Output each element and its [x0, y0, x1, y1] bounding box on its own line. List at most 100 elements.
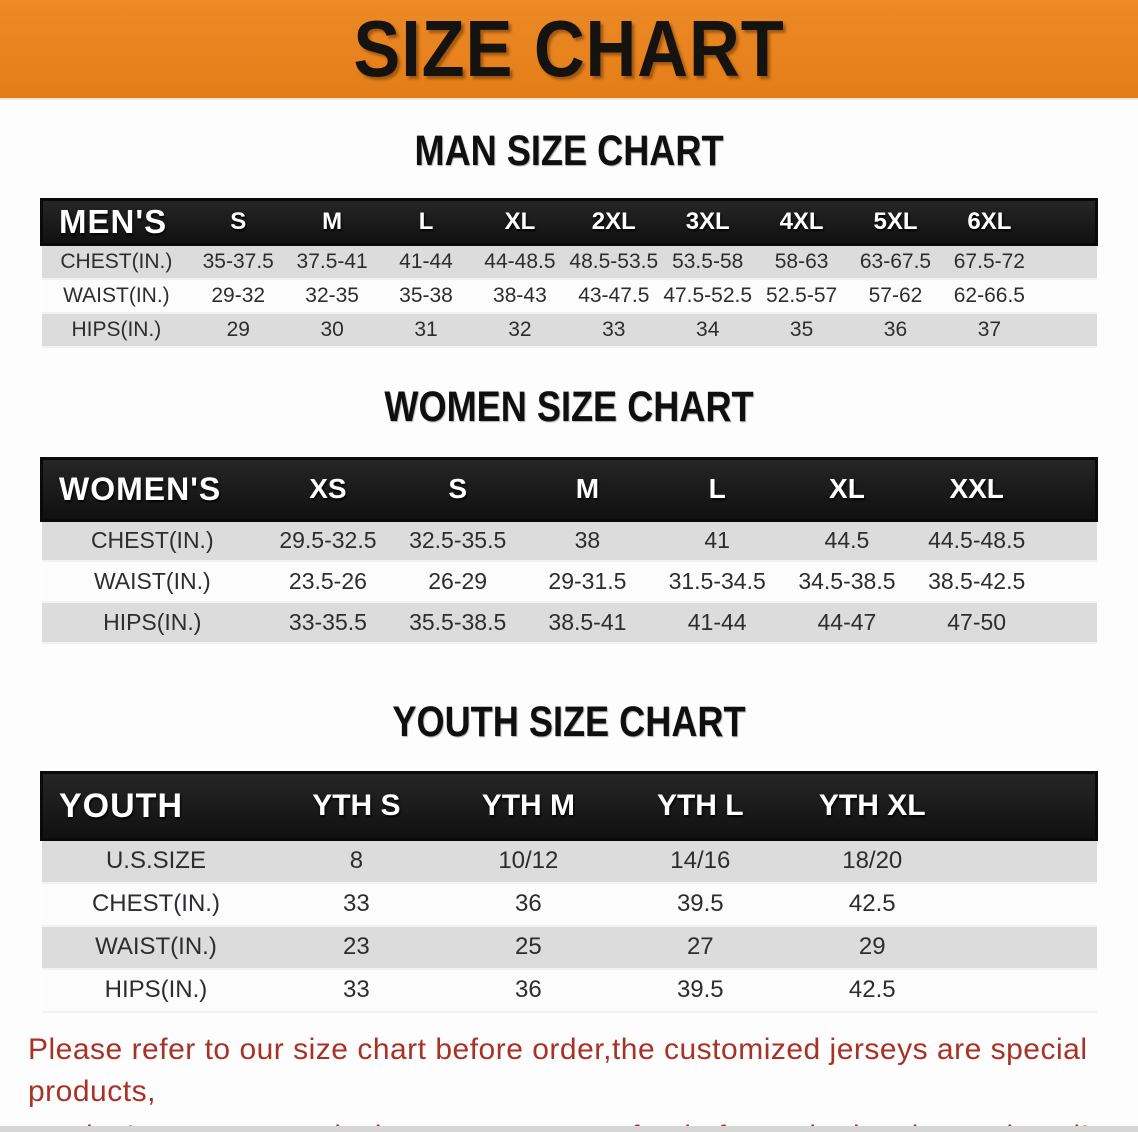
row-label: HIPS(IN.)	[103, 609, 202, 635]
size-column-header: XS	[309, 473, 347, 504]
men-size-table: MEN'S S M L XL 2XL 3XL 4XL 5XL 6XL CHEST(IN.) 35-37…	[40, 198, 1098, 348]
measurement-row: CHEST(IN.) 33 36 39.5 42.5	[41, 882, 1097, 926]
measurement-value: 38	[574, 527, 601, 554]
size-column-header: YTH M	[481, 789, 576, 822]
row-label: CHEST(IN.)	[60, 249, 173, 273]
size-column-header: YTH S	[312, 789, 401, 822]
measurement-value: 39.5	[676, 890, 724, 917]
measurement-value: 37.5-41	[296, 249, 368, 273]
youth-section: YOUTH SIZE CHART YOUTH YTH S YTH M YTH L YTH…	[0, 698, 1138, 1013]
spacer-cell	[958, 926, 1096, 969]
row-label: WAIST(IN.)	[63, 283, 170, 307]
measurement-value: 27	[686, 933, 714, 960]
measurement-value: 34.5-38.5	[798, 568, 896, 594]
spacer-cell	[958, 883, 1096, 926]
size-column-header: 4XL	[779, 208, 824, 235]
measurement-value: 36	[883, 317, 908, 341]
measurement-value: 10/12	[498, 847, 559, 875]
measurement-value: 33	[602, 317, 626, 341]
measurement-value: 34	[696, 317, 720, 341]
measurement-value: 53.5-58	[672, 249, 744, 273]
banner: SIZE CHART	[0, 0, 1138, 100]
measurement-value: 44-47	[817, 609, 877, 635]
measurement-value: 35.5-38.5	[409, 609, 507, 635]
measurement-value: 41	[704, 527, 730, 554]
measurement-value: 29	[226, 317, 250, 341]
measurement-value: 31.5-34.5	[668, 568, 766, 594]
measurement-row: CHEST(IN.) 35-37.5 37.5-41 41-44 44-48.5 48.5…	[41, 244, 1097, 279]
size-column-header: M	[322, 208, 343, 235]
measurement-row: U.S.SIZE 8 10/12 14/16 18/20	[41, 839, 1097, 883]
measurement-row: HIPS(IN.) 29 30 31 32 33 34 35 36 37	[41, 312, 1097, 347]
size-column-header: 5XL	[873, 208, 918, 235]
measurement-row: WAIST(IN.) 23 25 27 29	[41, 925, 1097, 969]
size-column-header: YTH L	[656, 789, 744, 822]
measurement-value: 38-43	[493, 283, 547, 307]
measurement-value: 23.5-26	[288, 568, 367, 594]
measurement-value: 30	[320, 317, 344, 341]
women-size-table: WOMEN'S XS S M L XL XXL CHEST(IN.) 29.5-32.5 32.5…	[40, 457, 1098, 645]
size-column-header: M	[575, 473, 600, 504]
measurement-value: 35-37.5	[202, 249, 274, 273]
measurement-value: 42.5	[848, 976, 896, 1003]
measurement-value: 44.5	[824, 527, 870, 554]
spacer-cell	[958, 840, 1096, 883]
measurement-value: 35	[789, 317, 814, 341]
measurement-value: 32-35	[305, 283, 359, 307]
spacer-cell	[1042, 458, 1097, 520]
men-section: MAN SIZE CHART MEN'S S M L XL 2XL 3XL 4XL 5XL 6XL…	[0, 127, 1138, 348]
measurement-value: 41-44	[687, 609, 747, 635]
measurement-value: 29.5-32.5	[279, 527, 377, 554]
measurement-value: 47.5-52.5	[663, 283, 753, 307]
measurement-row: HIPS(IN.) 33-35.5 35.5-38.5 38.5-41 41-44 44-…	[41, 602, 1097, 643]
table-header-label: WOMEN'S	[59, 470, 222, 507]
spacer-cell	[1036, 313, 1096, 347]
spacer-cell	[1042, 561, 1097, 602]
measurement-value: 29-31.5	[548, 568, 627, 594]
youth-size-table: YOUTH YTH S YTH M YTH L YTH XL U.S.SIZE 8 10/12…	[40, 771, 1098, 1013]
measurement-value: 26-29	[428, 568, 488, 594]
spacer-cell	[1042, 602, 1097, 643]
row-label: CHEST(IN.)	[90, 527, 214, 554]
measurement-value: 63-67.5	[859, 249, 932, 273]
measurement-value: 39.5	[676, 976, 724, 1003]
size-column-header: 2XL	[591, 208, 636, 235]
measurement-value: 32	[508, 317, 532, 341]
measurement-value: 43-47.5	[578, 283, 650, 307]
measurement-value: 48.5-53.5	[569, 249, 659, 273]
spacer-cell	[1042, 520, 1097, 561]
measurement-value: 33	[343, 890, 370, 917]
measurement-value: 62-66.5	[953, 283, 1025, 307]
footer-notice: Please refer to our size chart before or…	[0, 1029, 1138, 1132]
row-label: WAIST(IN.)	[95, 933, 217, 960]
size-column-header: S	[230, 208, 247, 235]
measurement-value: 67.5-72	[953, 249, 1025, 273]
measurement-value: 18/20	[842, 847, 903, 875]
size-column-header: S	[448, 473, 468, 504]
measurement-row: WAIST(IN.) 23.5-26 26-29 29-31.5 31.5-34.5 34…	[41, 561, 1097, 602]
measurement-value: 33-35.5	[288, 609, 367, 635]
measurement-value: 37	[977, 317, 1002, 341]
measurement-row: CHEST(IN.) 29.5-32.5 32.5-35.5 38 41 44.5 44.5…	[41, 520, 1097, 561]
size-column-header: 3XL	[685, 208, 730, 235]
table-header-row: MEN'S S M L XL 2XL 3XL 4XL 5XL 6XL	[41, 199, 1097, 245]
measurement-value: 29-32	[211, 283, 266, 307]
measurement-value: 47-50	[947, 609, 1007, 635]
measurement-value: 36	[515, 890, 542, 917]
spacer-cell	[1036, 279, 1096, 313]
row-label: CHEST(IN.)	[91, 890, 220, 917]
size-column-header: 6XL	[967, 208, 1012, 235]
size-column-header: XL	[829, 473, 865, 504]
youth-section-heading: YOUTH SIZE CHART	[392, 698, 746, 746]
measurement-value: 31	[414, 317, 438, 341]
measurement-value: 33	[343, 976, 370, 1003]
table-header-row: YOUTH YTH S YTH M YTH L YTH XL	[41, 772, 1097, 840]
row-label: WAIST(IN.)	[93, 568, 211, 594]
bottom-edge-strip	[0, 1126, 1138, 1132]
measurement-value: 44-48.5	[484, 249, 556, 273]
women-section-heading: WOMEN SIZE CHART	[384, 382, 754, 431]
measurement-value: 36	[515, 976, 542, 1003]
measurement-value: 44.5-48.5	[928, 527, 1026, 554]
banner-title: SIZE CHART	[353, 4, 785, 93]
